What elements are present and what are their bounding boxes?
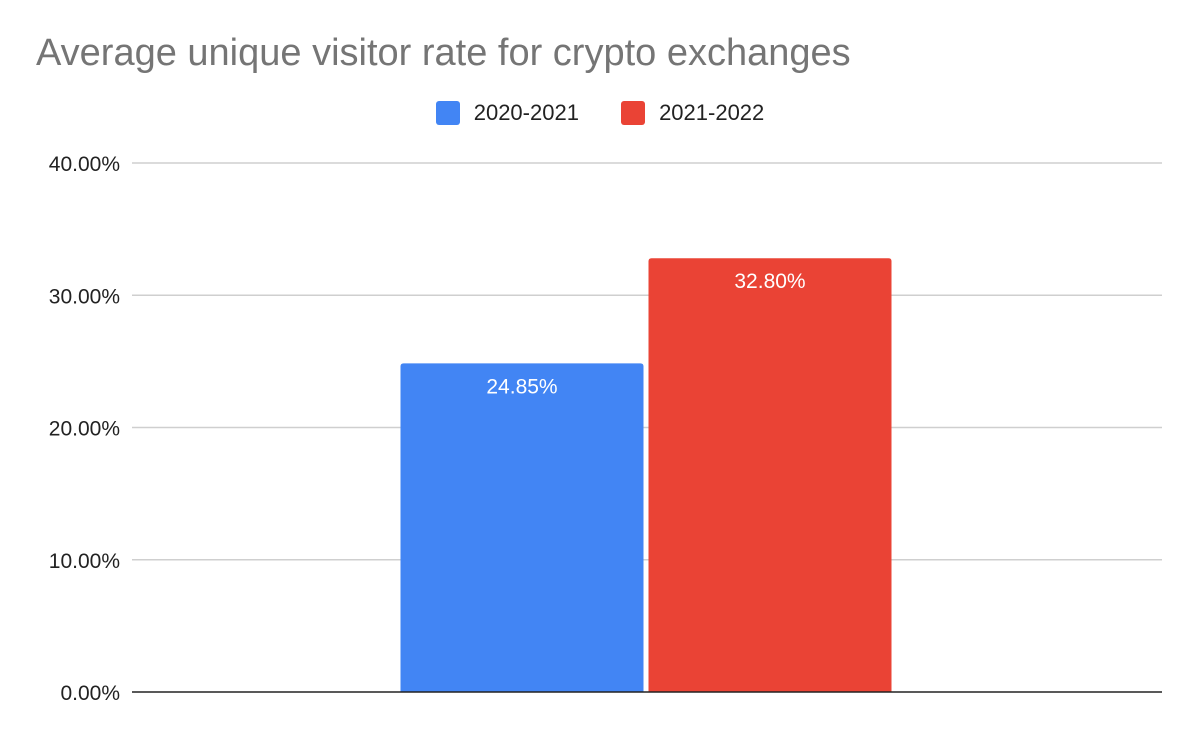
legend-label-series-1: 2020-2021 [473, 100, 579, 125]
y-tick-label: 40.00% [49, 153, 120, 176]
chart-title: Average unique visitor rate for crypto e… [36, 32, 851, 74]
legend-label-series-2: 2021-2022 [659, 100, 765, 125]
bar-series-2 [648, 258, 892, 692]
y-tick-label: 0.00% [60, 682, 120, 705]
legend-item-series-2: 2021-2022 [621, 100, 764, 126]
legend: 2020-2021 2021-2022 [0, 100, 1200, 131]
y-tick-label: 30.00% [49, 285, 120, 308]
data-label-series-1: 24.85% [486, 375, 557, 398]
legend-item-series-1: 2020-2021 [435, 100, 579, 126]
legend-swatch-series-2 [621, 101, 646, 125]
y-tick-label: 20.00% [49, 418, 120, 441]
data-label-series-2: 32.80% [734, 270, 805, 293]
bar-series-1 [400, 363, 644, 692]
y-tick-label: 10.00% [49, 550, 120, 573]
legend-swatch-series-1 [435, 101, 460, 125]
